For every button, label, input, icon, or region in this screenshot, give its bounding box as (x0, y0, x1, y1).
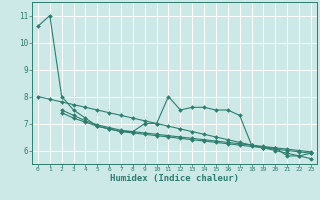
X-axis label: Humidex (Indice chaleur): Humidex (Indice chaleur) (110, 174, 239, 183)
